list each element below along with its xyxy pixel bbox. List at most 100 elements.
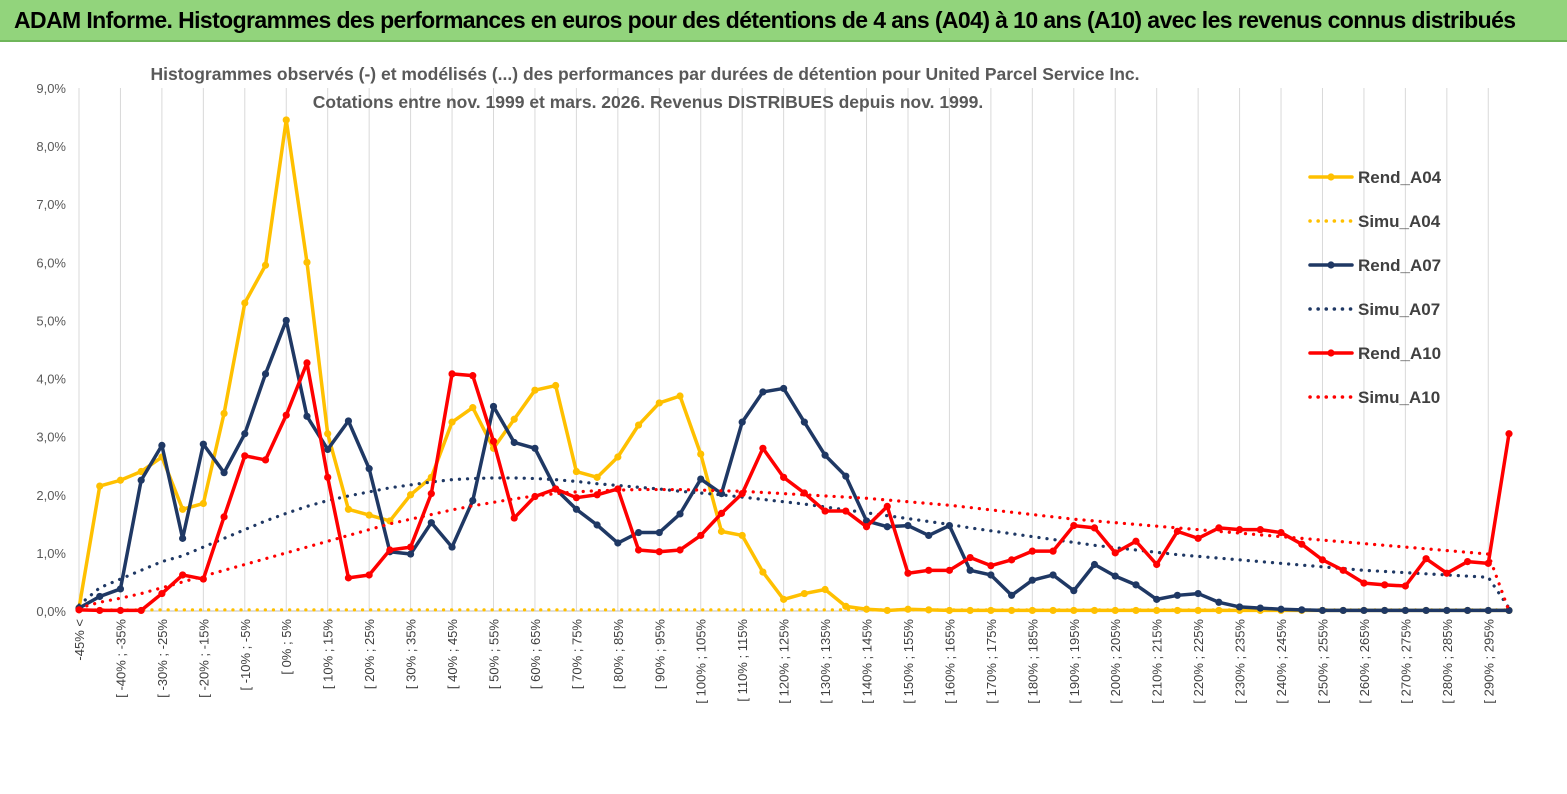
data-point [1153, 595, 1161, 603]
data-point [1443, 569, 1451, 577]
data-point [780, 595, 788, 603]
data-point [386, 546, 394, 554]
data-point [344, 505, 353, 513]
data-point [427, 519, 435, 527]
data-point [220, 513, 228, 521]
data-point [821, 507, 829, 515]
data-point [966, 566, 974, 574]
data-point [303, 359, 311, 367]
data-point [634, 421, 643, 429]
y-tick-label: 7,0% [36, 197, 66, 212]
x-tick-label: [ 10% ; 15% [321, 619, 336, 690]
data-point [717, 509, 726, 517]
data-point [116, 476, 125, 484]
x-tick-label: [ 70% ; 75% [569, 619, 584, 690]
data-point [179, 534, 187, 542]
data-point [738, 531, 746, 540]
series-line [77, 361, 1511, 613]
y-tick-label: 2,0% [36, 488, 66, 503]
legend-item: Simu_A10 [1308, 388, 1440, 407]
y-tick-label: 4,0% [36, 372, 66, 387]
data-point [614, 453, 622, 461]
x-tick-label: [ 130% ; 135% [818, 619, 833, 704]
data-point [1318, 606, 1327, 615]
data-point [1173, 606, 1182, 615]
data-point [634, 546, 643, 554]
data-point [365, 511, 373, 519]
data-point [925, 531, 933, 540]
data-point [1215, 524, 1223, 532]
data-point [1339, 566, 1347, 574]
data-point [1049, 571, 1057, 579]
data-point [1090, 606, 1099, 615]
data-point [406, 550, 415, 558]
data-point [883, 502, 891, 510]
series-line [77, 487, 1511, 613]
data-point [448, 543, 456, 551]
x-tick-label: [ 260% ; 265% [1357, 619, 1372, 704]
data-point [1215, 598, 1223, 606]
series-layer [75, 116, 1513, 615]
chart-title: Histogrammes observés (-) et modélisés (… [150, 64, 1139, 84]
x-tick-label: [ 0% ; 5% [279, 619, 294, 675]
chart-subtitle: Cotations entre nov. 1999 et mars. 2026.… [313, 92, 983, 112]
data-point [1381, 606, 1389, 615]
data-point [1277, 528, 1285, 537]
x-tick-label: [ 110% ; 115% [735, 619, 750, 702]
data-point [987, 562, 995, 570]
data-point [800, 418, 808, 426]
data-point [1298, 606, 1306, 614]
legend-label: Rend_A07 [1358, 256, 1441, 275]
y-tick-label: 3,0% [36, 430, 66, 445]
data-point [655, 548, 663, 556]
x-tick-label: [ -40% ; -35% [113, 619, 128, 698]
data-point [241, 452, 249, 460]
data-point [676, 546, 684, 554]
data-point [1463, 558, 1472, 566]
legend-marker [1327, 261, 1335, 269]
data-point [1298, 540, 1306, 548]
data-point [800, 589, 808, 598]
data-point [1153, 560, 1161, 569]
data-point [655, 399, 663, 407]
data-point [96, 592, 104, 601]
data-point [427, 490, 435, 498]
axis-layer: 0,0% 1,0% 2,0% 3,0% 4,0% 5,0% 6,0% 7,0% 8,0% 9,0%… [36, 81, 1509, 704]
y-tick-label: 9,0% [36, 81, 66, 96]
x-tick-label: [ 200% ; 205% [1108, 619, 1123, 704]
data-point [572, 505, 580, 513]
data-point [137, 606, 145, 615]
data-point [241, 299, 249, 307]
series-line [77, 476, 1511, 610]
banner-title: ADAM Informe. Histogrammes des performan… [14, 7, 1516, 33]
data-point [1111, 549, 1119, 557]
data-point [634, 528, 643, 537]
x-tick-label: [ 80% ; 85% [611, 619, 626, 690]
data-point [697, 475, 705, 483]
data-point [406, 491, 415, 499]
data-point [697, 450, 705, 458]
data-point [1090, 560, 1099, 569]
data-point [261, 261, 270, 269]
data-point [489, 402, 498, 411]
x-tick-label: [ 280% ; 285% [1440, 619, 1455, 704]
data-point [1070, 587, 1078, 595]
data-point [614, 539, 622, 547]
data-point [96, 482, 104, 490]
data-point [655, 528, 663, 537]
data-point [448, 370, 456, 378]
data-point [593, 491, 601, 499]
legend-item: Simu_A04 [1308, 212, 1441, 231]
x-tick-label: [ 220% ; 225% [1191, 619, 1206, 704]
data-point [469, 496, 477, 505]
data-point [1318, 556, 1327, 564]
data-point [966, 553, 974, 562]
x-tick-label: [ 290% ; 295% [1481, 619, 1496, 704]
data-point [469, 372, 477, 380]
data-point [365, 465, 373, 473]
x-tick-label: [ 40% ; 45% [445, 619, 460, 690]
series-simu-a10 [77, 487, 1511, 613]
series-simu-a07 [77, 476, 1511, 610]
data-point [137, 476, 145, 484]
x-tick-label: [ 150% ; 155% [901, 619, 916, 704]
